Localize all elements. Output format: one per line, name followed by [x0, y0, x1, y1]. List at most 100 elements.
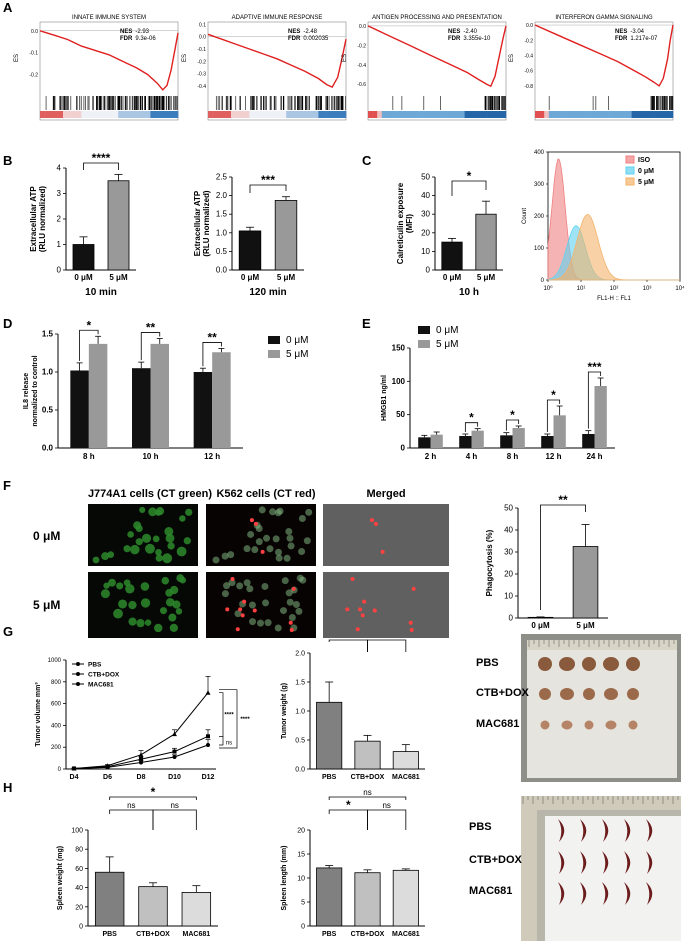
micro-row-0um: 0 μM — [33, 529, 60, 543]
histogram-2 — [547, 213, 680, 281]
bar — [392, 751, 419, 770]
tumor-row-pbs: PBS — [476, 657, 499, 669]
y-tick-label: 100 — [534, 246, 545, 252]
spleen-photo-paper — [545, 816, 681, 941]
gsea-rank-gradient — [118, 111, 124, 118]
gsea-es-curve — [207, 33, 347, 89]
gsea-rank-gradient — [377, 111, 383, 118]
gsea-rank-gradient — [372, 111, 378, 118]
gsea-fdr: FDR 0.002035 — [288, 36, 329, 42]
green-cell — [176, 546, 187, 557]
gsea-ytick: -0.3 — [197, 72, 206, 78]
y-tick-label: 2.5 — [216, 173, 228, 182]
merged-cell — [283, 554, 291, 562]
gsea-rank-gradient — [604, 111, 609, 118]
bar-treated — [88, 343, 108, 448]
x-tick-label: PBS — [322, 931, 337, 938]
legend-label: 5 μM — [638, 179, 654, 186]
bar — [316, 867, 343, 927]
significance-bracket — [328, 796, 407, 800]
red-cell — [291, 586, 296, 591]
gsea-ytick: -0.6 — [524, 69, 533, 75]
gsea-rank-gradient — [654, 111, 660, 118]
panel-label-g: G — [3, 624, 13, 639]
gsea-nes-label: NES — [120, 29, 132, 35]
y-tick-label: 4 — [57, 164, 62, 173]
spleen-photo-ruler — [521, 796, 681, 810]
spleen-sample — [624, 819, 631, 842]
y-axis-label: (RLU normalized) — [38, 186, 47, 253]
merged-red-cell — [369, 518, 374, 523]
y-tick-label: 50 — [396, 410, 405, 419]
green-cell — [125, 584, 135, 594]
gsea-ytick: -0.2 — [524, 38, 533, 44]
x-tick-label: D8 — [137, 774, 146, 781]
merged-cell — [296, 574, 304, 582]
gsea-rank-gradient — [617, 111, 623, 118]
gsea-ylabel: ES — [342, 54, 348, 62]
legend-label: PBS — [88, 662, 102, 669]
legend-marker — [76, 672, 80, 676]
gsea-rank-gradient — [437, 111, 442, 118]
y-tick-label: 40 — [75, 885, 83, 892]
gsea-rank-gradient — [76, 111, 82, 118]
tumor-sample — [559, 657, 575, 671]
gsea-rank-gradient — [95, 111, 101, 118]
y-tick-label: 100 — [71, 828, 83, 835]
bar — [354, 872, 381, 927]
y-axis-label: Calreticulin exposure — [396, 182, 405, 264]
merged-cell — [298, 548, 306, 556]
x-tick-label: PBS — [322, 774, 337, 781]
y-tick-label: 400 — [534, 150, 545, 156]
gsea-rank-gradient — [368, 111, 373, 118]
gsea-ytick: -0.2 — [29, 73, 38, 79]
merged-red-cell — [409, 628, 414, 633]
gsea-nes-value: -2.40 — [463, 29, 477, 35]
bar — [107, 180, 130, 271]
tumor-samples — [538, 657, 640, 730]
x-tick-label: 0 μM — [74, 273, 93, 282]
x-tick-label: 0 μM — [241, 273, 260, 282]
merged-cell — [243, 545, 251, 553]
y-tick-label: 80 — [75, 847, 83, 854]
panel-label-h: H — [3, 780, 12, 795]
gsea-ytick: 0.0 — [526, 23, 533, 29]
green-cell — [152, 535, 160, 543]
green-cell — [127, 531, 134, 538]
gsea-nes-label: NES — [288, 29, 300, 35]
gsea-rank-gradient — [173, 111, 179, 118]
merged-cell — [227, 551, 235, 559]
legend-swatch — [418, 340, 430, 348]
gsea-rank-gradient — [208, 111, 213, 118]
gsea-title: INNATE IMMUNE SYSTEM — [72, 15, 146, 21]
green-cell — [145, 543, 155, 554]
merged-cell — [261, 582, 269, 590]
legend-label: 0 μM — [638, 168, 654, 175]
gsea-rank-gradient — [159, 111, 165, 118]
significance-label: ns — [363, 788, 371, 797]
merged-red-cell — [362, 599, 367, 604]
x-tick-label: 2 h — [425, 452, 437, 461]
gsea-rank-gradient — [132, 111, 137, 118]
gsea-rank-gradient — [608, 111, 614, 118]
red-cell — [252, 608, 257, 613]
y-tick-label: 5 — [301, 900, 305, 907]
green-cell — [165, 597, 175, 607]
gsea-ylabel: ES — [14, 54, 20, 62]
spleen-sample — [602, 851, 609, 874]
y-tick-label: 150 — [392, 344, 406, 353]
bar-treated — [471, 430, 484, 448]
gsea-rank-gradient — [571, 111, 577, 118]
red-cell — [235, 627, 240, 632]
legend-swatch — [625, 177, 635, 186]
y-tick-label: 0 — [426, 266, 431, 275]
gsea-fdr-value: 9.3e-06 — [135, 36, 156, 42]
green-cell — [140, 598, 151, 608]
merged-cell — [264, 619, 272, 627]
gsea-rank-gradient — [562, 111, 568, 118]
merged-cell — [247, 530, 255, 538]
bar — [392, 869, 419, 927]
significance-label: **** — [240, 717, 250, 723]
spleen-sample — [646, 851, 653, 874]
bar-treated — [212, 352, 231, 448]
